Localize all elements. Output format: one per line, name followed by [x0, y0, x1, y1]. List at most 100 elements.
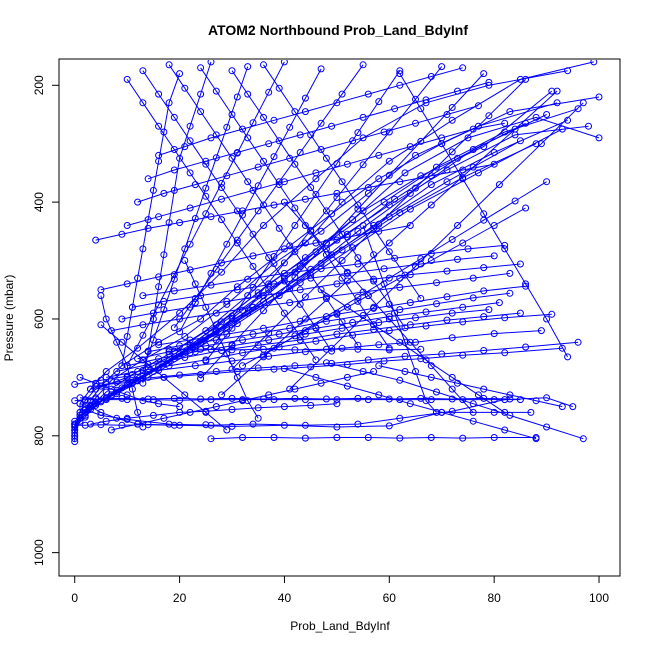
data-point [412, 368, 419, 375]
data-point [543, 315, 551, 323]
data-point [301, 396, 309, 404]
data-point [218, 184, 225, 191]
data-point [543, 423, 551, 431]
data-point [165, 219, 173, 227]
series-32 [139, 241, 509, 300]
data-point [291, 332, 299, 340]
data-point [406, 143, 414, 151]
data-point [254, 341, 262, 349]
data-point [532, 397, 540, 405]
series-56 [286, 99, 587, 393]
series-30 [107, 269, 514, 335]
data-point [81, 421, 89, 429]
data-point [548, 87, 556, 95]
data-point [469, 274, 477, 282]
data-point [385, 422, 393, 430]
series-33 [97, 222, 414, 294]
data-point [480, 264, 488, 272]
data-point [338, 178, 346, 186]
data-point [396, 70, 404, 78]
data-point [270, 396, 278, 404]
data-point [448, 373, 456, 381]
data-point [354, 254, 362, 262]
series-67 [280, 198, 477, 416]
data-point [123, 280, 131, 288]
data-point [485, 112, 493, 120]
data-point [212, 131, 220, 139]
series-line [84, 143, 537, 409]
data-point [102, 315, 110, 323]
data-point [354, 297, 362, 305]
data-point [354, 345, 362, 353]
data-point [396, 306, 404, 314]
data-point [569, 403, 577, 411]
data-point [448, 334, 456, 342]
data-point [249, 303, 257, 311]
series-50 [170, 61, 367, 332]
data-point [170, 324, 178, 332]
data-point [191, 215, 199, 222]
data-point [87, 385, 94, 393]
data-point [233, 286, 241, 294]
data-point [223, 123, 231, 131]
data-point [270, 280, 278, 288]
data-point [228, 67, 236, 75]
data-point [92, 379, 100, 387]
data-point [391, 105, 399, 113]
series-60 [280, 365, 540, 443]
data-point [249, 330, 257, 338]
data-point [322, 207, 330, 215]
data-point [160, 373, 168, 381]
y-tick-label: 600 [32, 309, 46, 329]
series-line [284, 201, 474, 413]
data-point [118, 315, 126, 323]
data-point [553, 99, 561, 107]
data-point [202, 184, 210, 192]
data-point [76, 373, 84, 381]
data-point [427, 257, 435, 264]
data-point [322, 317, 330, 325]
data-point [71, 421, 79, 429]
series-line [148, 292, 510, 353]
data-point [301, 434, 309, 442]
data-point [160, 128, 168, 136]
data-point [312, 373, 320, 381]
data-point [191, 280, 199, 288]
data-point [349, 319, 357, 326]
data-point [165, 99, 173, 107]
data-point [595, 93, 603, 101]
series-line [79, 403, 531, 428]
y-axis: 200 400 600 800 1000 [32, 75, 60, 566]
data-point [385, 274, 393, 282]
data-point [354, 201, 362, 209]
series-line [90, 403, 337, 425]
data-point [506, 391, 514, 399]
data-point [385, 128, 393, 136]
series-20 [92, 338, 582, 390]
data-point [558, 344, 566, 352]
data-point [155, 157, 163, 165]
series-line [137, 105, 479, 203]
data-point [443, 316, 451, 324]
data-point [495, 299, 503, 307]
data-point [265, 329, 273, 337]
data-point [396, 376, 404, 384]
data-point [364, 90, 372, 98]
data-point [380, 128, 388, 136]
data-point [511, 197, 519, 205]
data-point [191, 362, 199, 370]
series-23 [113, 309, 524, 375]
data-point [291, 222, 299, 229]
data-point [260, 307, 267, 315]
data-point [270, 260, 278, 267]
data-point [286, 123, 294, 131]
data-point [144, 421, 152, 429]
series-line [173, 64, 364, 328]
data-point [417, 345, 425, 353]
data-point [448, 148, 456, 156]
data-point [333, 280, 341, 288]
data-point [448, 236, 456, 243]
data-point [333, 160, 341, 168]
data-point [223, 297, 231, 305]
data-point [516, 137, 524, 145]
